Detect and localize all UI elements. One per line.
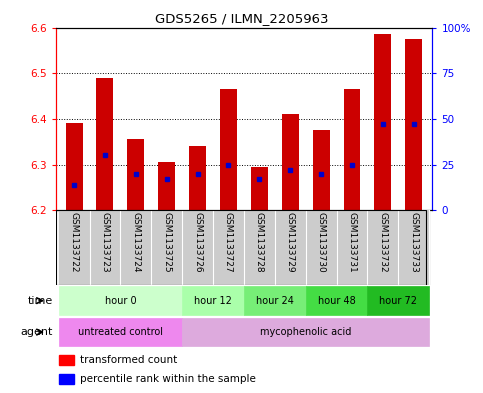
Bar (58, 318, 182, 346)
Bar (182, 318, 429, 346)
Bar (282, 114, 298, 210)
Bar (405, 39, 422, 210)
Text: agent: agent (21, 327, 53, 337)
Text: mycophenolic acid: mycophenolic acid (260, 327, 351, 337)
Bar (158, 162, 175, 210)
Bar (306, 210, 337, 285)
Bar (58, 286, 182, 315)
Text: GSM1133729: GSM1133729 (286, 213, 295, 273)
Text: hour 12: hour 12 (194, 296, 232, 306)
Text: GSM1133728: GSM1133728 (255, 213, 264, 273)
Text: GSM1133733: GSM1133733 (409, 213, 418, 273)
Bar (368, 286, 429, 315)
Bar (244, 210, 275, 285)
Bar (368, 210, 398, 285)
Bar (220, 89, 237, 210)
Text: hour 0: hour 0 (105, 296, 136, 306)
Text: untreated control: untreated control (78, 327, 163, 337)
Text: GSM1133725: GSM1133725 (162, 213, 171, 273)
Bar (58, 210, 89, 285)
Text: hour 72: hour 72 (379, 296, 417, 306)
Bar (189, 146, 206, 210)
Bar (313, 130, 329, 210)
Bar (128, 140, 144, 210)
Text: percentile rank within the sample: percentile rank within the sample (80, 374, 256, 384)
Bar (374, 34, 391, 210)
Bar (120, 210, 151, 285)
Text: hour 48: hour 48 (318, 296, 355, 306)
Text: GSM1133730: GSM1133730 (317, 213, 326, 273)
Bar (66, 123, 83, 210)
Bar (89, 210, 120, 285)
Text: hour 24: hour 24 (256, 296, 294, 306)
Bar (182, 210, 213, 285)
Bar (306, 286, 368, 315)
Text: GSM1133732: GSM1133732 (378, 213, 387, 273)
Text: GSM1133731: GSM1133731 (347, 213, 356, 273)
Bar (213, 210, 244, 285)
Bar (343, 89, 360, 210)
Text: GSM1133723: GSM1133723 (100, 213, 110, 273)
Text: GSM1133724: GSM1133724 (131, 213, 141, 273)
Bar (59, 355, 74, 365)
Bar (59, 374, 74, 384)
Text: transformed count: transformed count (80, 355, 177, 365)
Text: GSM1133722: GSM1133722 (70, 213, 79, 273)
Text: time: time (28, 296, 53, 306)
Bar (151, 210, 182, 285)
Bar (275, 210, 306, 285)
Bar (244, 286, 306, 315)
Bar (337, 210, 368, 285)
Bar (182, 286, 244, 315)
Bar (251, 167, 268, 210)
Bar (398, 210, 429, 285)
Text: GSM1133727: GSM1133727 (224, 213, 233, 273)
Text: GDS5265 / ILMN_2205963: GDS5265 / ILMN_2205963 (155, 12, 328, 25)
Bar (97, 78, 114, 210)
Text: GSM1133726: GSM1133726 (193, 213, 202, 273)
